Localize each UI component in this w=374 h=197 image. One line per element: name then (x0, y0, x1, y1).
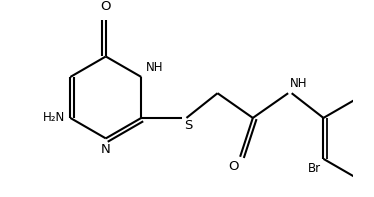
Text: O: O (228, 160, 239, 173)
Text: NH: NH (290, 77, 308, 90)
Text: Br: Br (308, 162, 321, 175)
Text: S: S (184, 119, 193, 132)
Text: H₂N: H₂N (43, 112, 65, 125)
Text: O: O (101, 0, 111, 13)
Text: N: N (101, 143, 111, 156)
Text: NH: NH (146, 61, 164, 74)
